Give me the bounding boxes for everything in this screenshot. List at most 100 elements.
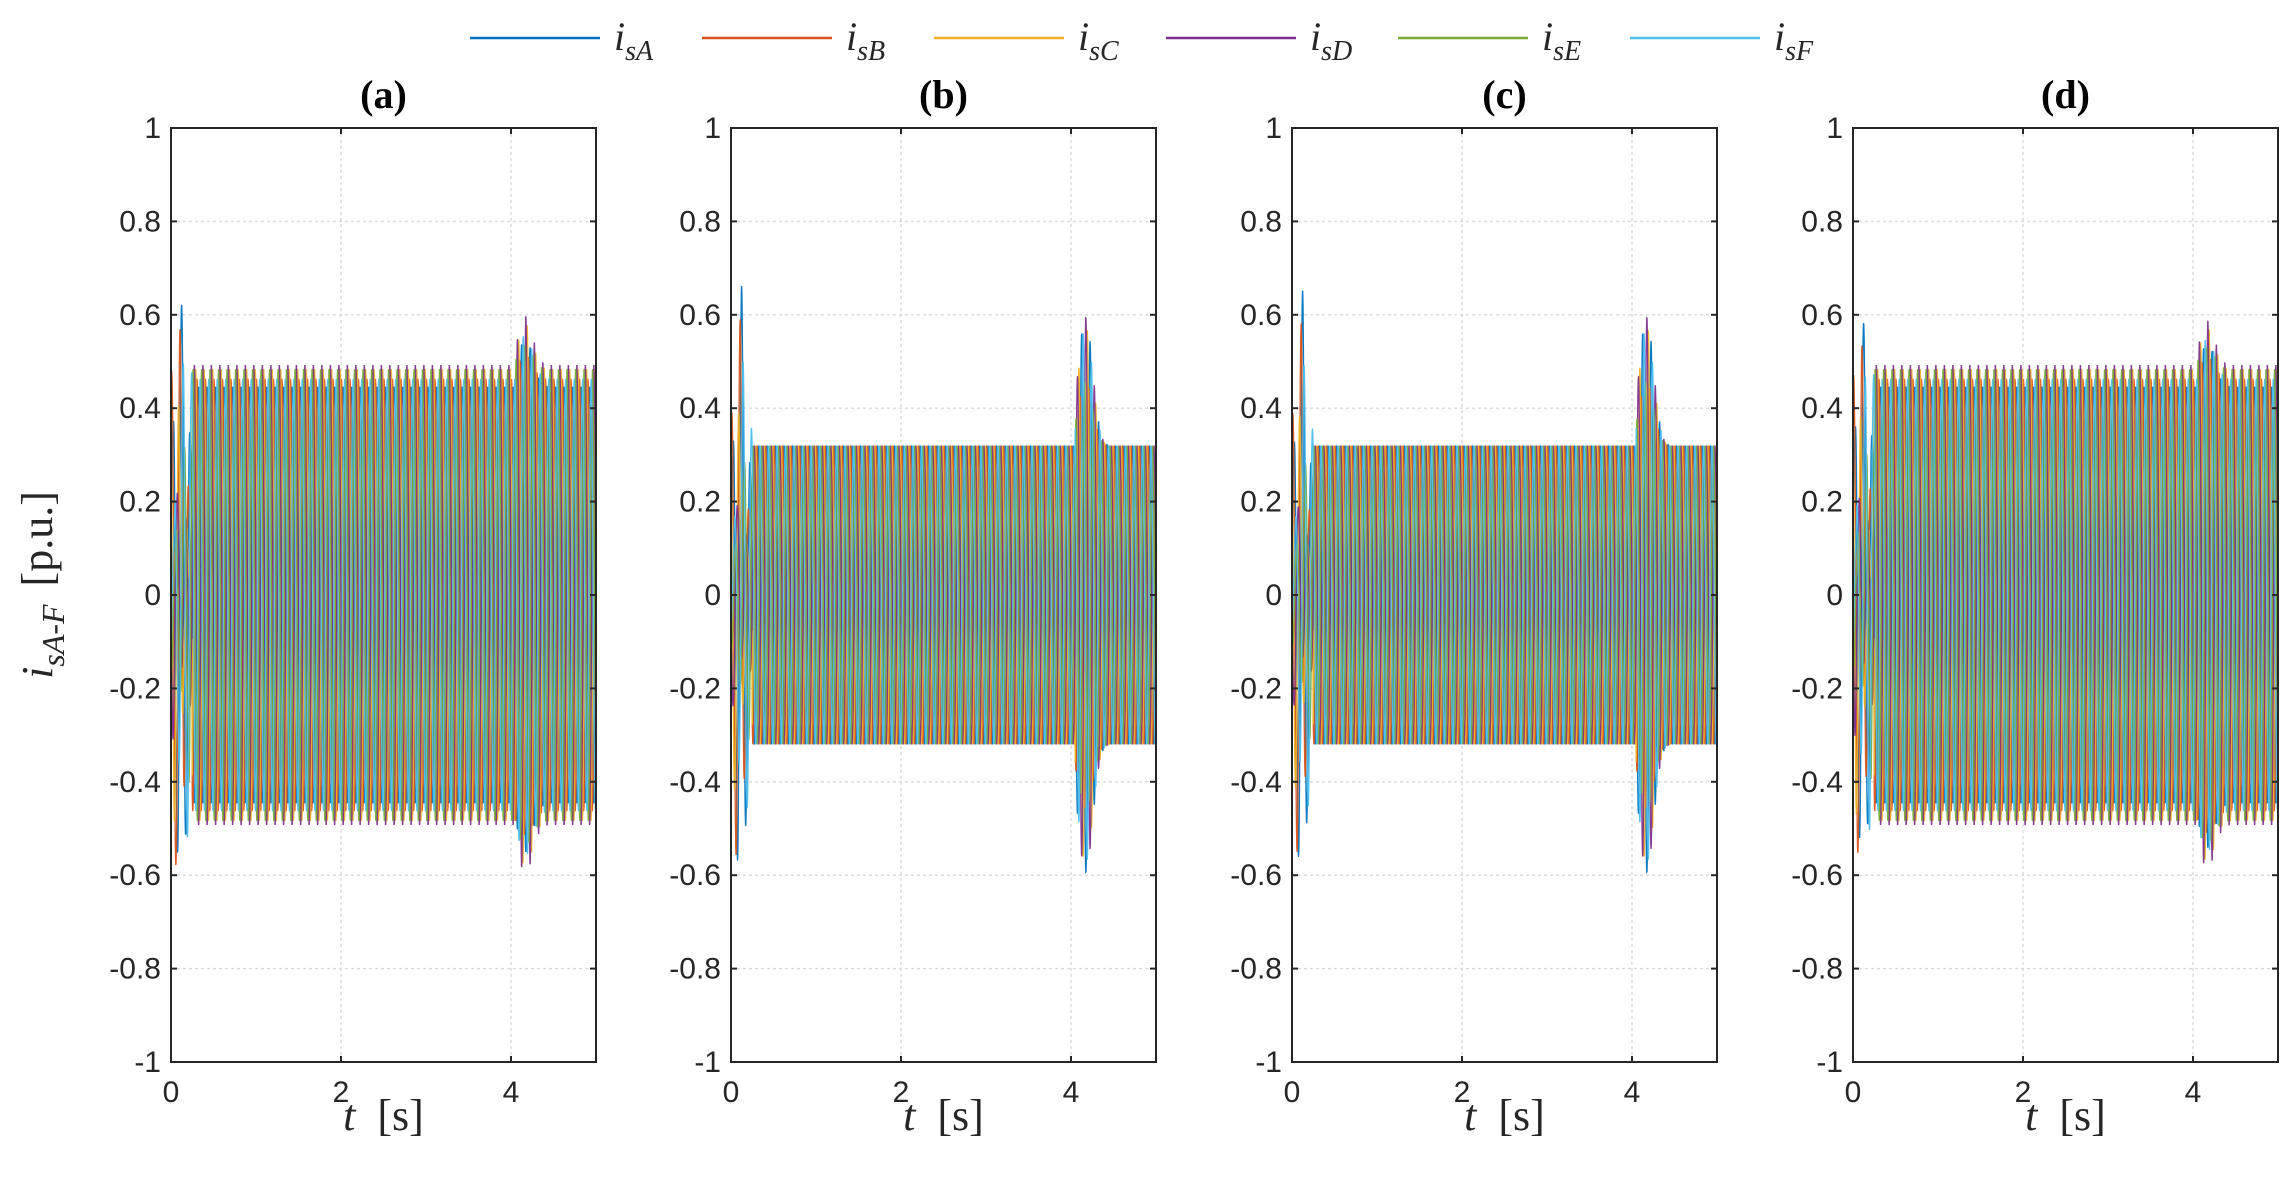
panel-d: 10.80.60.40.20-0.2-0.4-0.6-0.8-10 2 4(d)t[…: [1791, 72, 2279, 1140]
x-tick-label: 4: [503, 1076, 520, 1109]
y-tick-label: -0.2: [1230, 672, 1282, 705]
panel-c: 10.80.60.40.20-0.2-0.4-0.6-0.8-10 2 4(c)t[…: [1230, 72, 1718, 1140]
y-tick-label: 0.4: [679, 392, 721, 425]
series-group: [1853, 320, 2278, 864]
y-tick-label: 0: [704, 579, 721, 612]
y-tick-label: -0.2: [109, 672, 161, 705]
y-ticks: 1 0.8 0.6 0.4 0.2 0 -0.2 -0.4 -0.6 -0.8 -1: [109, 112, 596, 1079]
x-axis-label: t [s]: [2025, 1091, 2106, 1140]
y-tick-label: 0.8: [679, 205, 721, 238]
y-tick-label: 1: [704, 112, 721, 145]
series-line-isF: [171, 336, 596, 855]
x-ticks: 0 2 4: [1284, 128, 1641, 1109]
panels: 10.80.60.40.20-0.2-0.4-0.6-0.8-10 2 4(a)t[…: [109, 72, 2279, 1140]
y-tick-label: 0.4: [1801, 392, 1843, 425]
y-tick-label: -0.6: [109, 859, 161, 892]
y-tick-label: -1: [134, 1046, 161, 1079]
y-tick-label: -0.8: [109, 953, 161, 986]
y-tick-label: -0.8: [1230, 953, 1282, 986]
x-tick-label: 0: [163, 1076, 180, 1109]
y-tick-label: 0.8: [119, 205, 161, 238]
y-tick-label: 0.6: [679, 299, 721, 332]
y-tick-label: 0.6: [1801, 299, 1843, 332]
legend-label-sD: isD: [1310, 14, 1352, 67]
legend-entry-sB: isB: [702, 14, 885, 67]
y-tick-label: -0.2: [1791, 672, 1843, 705]
x-axis-label: t [s]: [343, 1091, 424, 1140]
panel-title: (a): [360, 72, 407, 117]
x-ticks: 0 2 4: [723, 128, 1080, 1109]
panel-title: (d): [2041, 72, 2090, 117]
x-ticks: 0 2 4: [1845, 128, 2201, 1109]
y-ticks: 1 0.8 0.6 0.4 0.2 0 -0.2 -0.4 -0.6 -0.8 -1: [669, 112, 1156, 1079]
y-tick-label: 0.4: [1240, 392, 1282, 425]
legend: isA isB isC isD isE isF: [470, 14, 1814, 67]
x-tick-label: 2: [2015, 1076, 2032, 1109]
x-axis-label: t [s]: [903, 1091, 984, 1140]
legend-entry-sA: isA: [470, 14, 654, 67]
y-tick-label: 1: [1826, 112, 1843, 145]
y-tick-label: -0.6: [669, 859, 721, 892]
y-tick-label: -1: [1816, 1046, 1843, 1079]
x-tick-label: 0: [1284, 1076, 1301, 1109]
y-tick-label: 1: [144, 112, 161, 145]
y-tick-label: 0.2: [1240, 486, 1282, 519]
x-tick-label: 0: [1845, 1076, 1862, 1109]
y-tick-label: -0.2: [669, 672, 721, 705]
y-tick-label: 0.8: [1240, 205, 1282, 238]
x-tick-label: 4: [1063, 1076, 1080, 1109]
series-line-isF: [731, 333, 1156, 860]
series-line-isF: [1853, 340, 2278, 851]
y-tick-label: 0: [1265, 579, 1282, 612]
y-tick-label: -0.4: [1230, 766, 1282, 799]
y-tick-label: 1: [1265, 112, 1282, 145]
x-tick-label: 2: [333, 1076, 350, 1109]
legend-label-sE: isE: [1542, 14, 1581, 67]
y-tick-label: 0: [144, 579, 161, 612]
y-tick-label: -0.4: [1791, 766, 1843, 799]
y-tick-label: -0.8: [1791, 953, 1843, 986]
y-tick-label: 0.2: [679, 486, 721, 519]
legend-label-sB: isB: [846, 14, 885, 67]
legend-label-sC: isC: [1078, 14, 1119, 67]
legend-entry-sE: isE: [1398, 14, 1581, 67]
x-tick-label: 2: [893, 1076, 910, 1109]
legend-label-sA: isA: [614, 14, 654, 67]
y-ticks: 1 0.8 0.6 0.4 0.2 0 -0.2 -0.4 -0.6 -0.8 -1: [1791, 112, 2278, 1079]
y-tick-label: 0.8: [1801, 205, 1843, 238]
panel-b: 10.80.60.40.20-0.2-0.4-0.6-0.8-10 2 4(b)t[…: [669, 72, 1157, 1140]
series-line-isF: [1292, 333, 1717, 860]
y-tick-label: 0.6: [1240, 299, 1282, 332]
y-tick-label: -0.6: [1230, 859, 1282, 892]
y-ticks: 1 0.8 0.6 0.4 0.2 0 -0.2 -0.4 -0.6 -0.8 -1: [1230, 112, 1717, 1079]
y-tick-label: -1: [694, 1046, 721, 1079]
legend-entry-sF: isF: [1630, 14, 1814, 67]
series-line-isD: [731, 316, 1156, 857]
x-tick-label: 0: [723, 1076, 740, 1109]
legend-entry-sC: isC: [934, 14, 1119, 67]
y-tick-label: 0.2: [119, 486, 161, 519]
legend-label-sF: isF: [1774, 14, 1814, 67]
y-tick-label: 0: [1826, 579, 1843, 612]
legend-entry-sD: isD: [1166, 14, 1352, 67]
x-axis-label: t [s]: [1464, 1091, 1545, 1140]
y-tick-label: -0.8: [669, 953, 721, 986]
panel-title: (b): [919, 72, 968, 117]
x-ticks: 0 2 4: [163, 128, 520, 1109]
panel-title: (c): [1482, 72, 1526, 117]
y-tick-label: 0.6: [119, 299, 161, 332]
y-axis-label: isA-F[p.u.]: [13, 491, 71, 679]
series-group: [1292, 290, 1717, 874]
y-tick-label: 0.2: [1801, 486, 1843, 519]
y-tick-label: -0.4: [109, 766, 161, 799]
y-tick-label: -1: [1255, 1046, 1282, 1079]
panel-a: 10.80.60.40.20-0.2-0.4-0.6-0.8-10 2 4(a)t[…: [109, 72, 597, 1140]
series-group: [171, 304, 596, 868]
x-tick-label: 4: [1624, 1076, 1641, 1109]
x-tick-label: 2: [1454, 1076, 1471, 1109]
y-tick-label: -0.6: [1791, 859, 1843, 892]
y-tick-label: -0.4: [669, 766, 721, 799]
series-line-isD: [1292, 316, 1717, 857]
y-tick-label: 0.4: [119, 392, 161, 425]
